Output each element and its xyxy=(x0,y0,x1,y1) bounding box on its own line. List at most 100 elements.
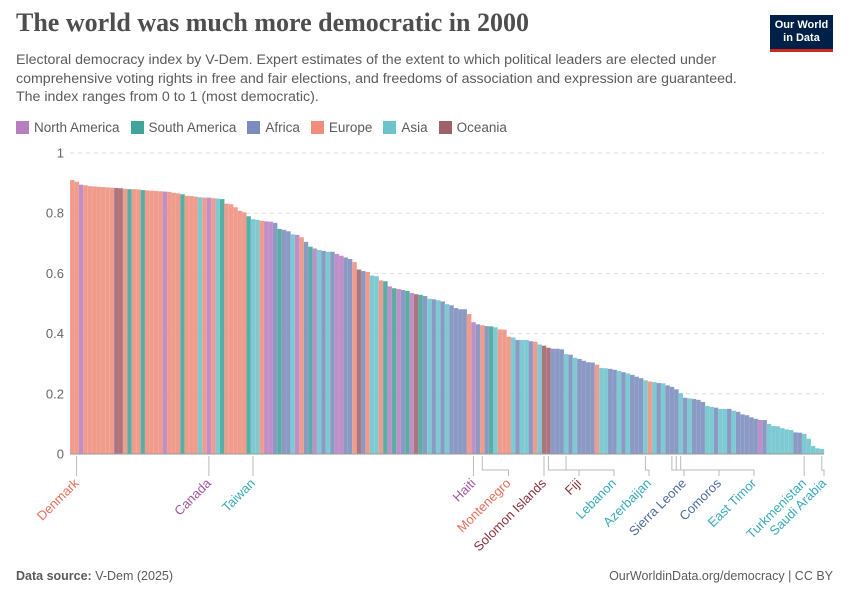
bar-country xyxy=(272,222,278,455)
country-label: Fiji xyxy=(562,475,584,497)
bar-turkmenistan xyxy=(801,433,807,455)
bar-country xyxy=(814,448,820,455)
footer-url[interactable]: OurWorldinData.org/democracy | CC BY xyxy=(609,569,833,583)
legend-swatch xyxy=(16,121,29,134)
bar-country xyxy=(501,329,507,455)
label-leader-line xyxy=(547,456,580,476)
bar-country xyxy=(735,411,741,455)
bar-country xyxy=(268,221,274,455)
bar-country xyxy=(585,361,591,455)
bar-country xyxy=(475,324,481,455)
bar-country xyxy=(316,249,322,455)
bar-country xyxy=(722,408,728,455)
bar-country xyxy=(568,354,574,455)
legend-label: Africa xyxy=(265,120,300,135)
bar-country xyxy=(462,309,468,455)
legend-label: South America xyxy=(148,120,237,135)
bar-country xyxy=(523,339,529,455)
bar-country xyxy=(695,399,701,455)
bar-country xyxy=(246,216,252,455)
bar-country xyxy=(744,414,750,455)
bar-country xyxy=(515,339,521,455)
bar-country xyxy=(140,189,146,455)
bar-country xyxy=(687,398,693,455)
y-tick-label: 0.4 xyxy=(46,326,64,341)
legend-item-eu[interactable]: Europe xyxy=(310,120,373,135)
bar-country xyxy=(748,417,754,455)
bar-country xyxy=(329,251,335,455)
source-label: Data source: xyxy=(16,569,92,583)
bar-country xyxy=(581,360,587,455)
bar-east-timor xyxy=(678,392,684,455)
bar-country xyxy=(603,368,609,455)
bar-country xyxy=(162,191,168,455)
label-leader-line xyxy=(671,456,685,476)
legend-item-sa[interactable]: South America xyxy=(130,120,237,135)
bar-country xyxy=(254,219,261,455)
legend-item-oc[interactable]: Oceania xyxy=(438,120,507,135)
bar-haiti xyxy=(471,321,477,455)
legend: North America South America Africa Europe As… xyxy=(16,120,507,135)
bar-saudi-arabia xyxy=(819,448,825,455)
bar-country xyxy=(444,303,450,455)
bar-country xyxy=(127,188,133,455)
bar-country xyxy=(709,406,715,455)
legend-item-af[interactable]: Africa xyxy=(247,120,300,135)
bar-country xyxy=(210,197,216,455)
bar-lebanon xyxy=(563,353,569,455)
bar-country xyxy=(400,289,406,455)
bar-country xyxy=(396,288,402,455)
bar-country xyxy=(135,189,141,455)
bar-country xyxy=(193,196,199,455)
bar-country xyxy=(83,185,89,455)
bar-country xyxy=(149,190,155,455)
bar-country xyxy=(704,405,710,455)
bar-country xyxy=(338,255,344,455)
label-leader-line xyxy=(821,456,825,476)
bar-country xyxy=(131,188,137,455)
bar-country xyxy=(726,408,732,455)
bar-country xyxy=(532,341,538,455)
bar-country xyxy=(731,410,737,455)
legend-swatch xyxy=(247,121,261,134)
bar-country xyxy=(620,371,626,455)
country-label: Haiti xyxy=(450,475,479,504)
bar-country xyxy=(506,336,512,455)
bar-azerbaijan xyxy=(643,380,649,455)
logo-line-1: Our World xyxy=(774,19,829,31)
bar-country xyxy=(435,299,441,455)
legend-label: Europe xyxy=(328,120,373,135)
bar-country xyxy=(638,377,644,455)
bar-country xyxy=(440,301,446,455)
bar-country xyxy=(224,203,230,455)
bar-country xyxy=(202,197,208,455)
source-value[interactable]: V-Dem (2025) xyxy=(95,569,174,583)
label-leader-line xyxy=(675,456,720,476)
bar-country xyxy=(788,429,794,455)
bar-country xyxy=(656,382,662,455)
legend-swatch xyxy=(130,121,144,134)
owid-logo[interactable]: Our World in Data xyxy=(770,15,833,52)
bar-country xyxy=(651,381,657,455)
bar-country xyxy=(559,349,565,455)
bar-country xyxy=(369,275,375,455)
y-tick-label: 0.8 xyxy=(46,206,64,221)
bar-country xyxy=(770,425,776,455)
bar-country xyxy=(426,298,432,455)
bar-country xyxy=(431,299,437,455)
label-leader-line xyxy=(644,456,650,476)
bar-country xyxy=(171,192,177,455)
bar-country xyxy=(69,179,75,455)
chart-subtitle: Electoral democracy index by V-Dem. Expe… xyxy=(16,52,737,105)
legend-item-as[interactable]: Asia xyxy=(383,120,428,135)
bar-solomon-islands xyxy=(541,345,547,455)
bar-country xyxy=(312,248,318,455)
bar-country xyxy=(307,246,313,455)
bar-country xyxy=(153,190,159,455)
legend-item-na[interactable]: North America xyxy=(16,120,120,135)
bar-country xyxy=(594,364,600,455)
bar-country xyxy=(598,367,604,455)
bar-country xyxy=(753,418,759,455)
bar-country xyxy=(700,401,706,455)
bar-country xyxy=(691,398,697,455)
